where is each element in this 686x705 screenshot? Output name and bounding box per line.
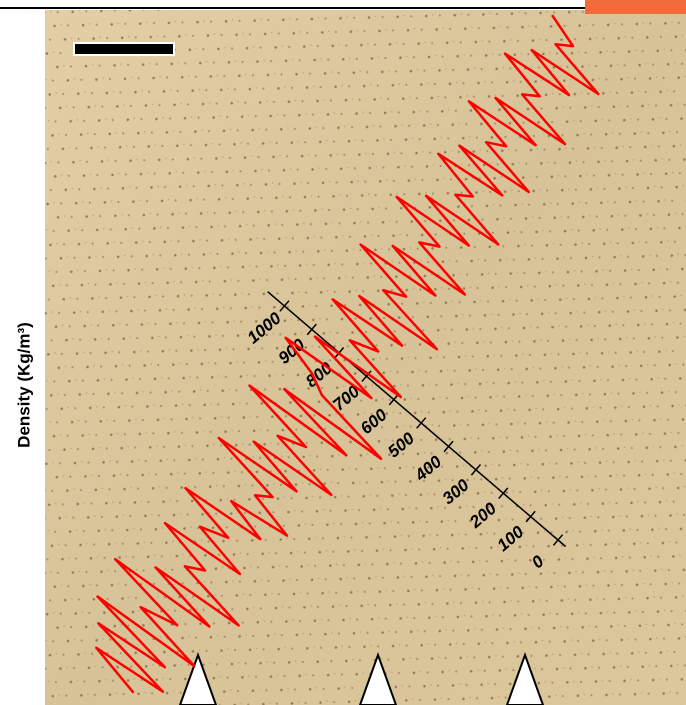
corner-tab xyxy=(585,0,686,14)
figure: Density (Kg/m³) 010020030040050060070080… xyxy=(0,0,686,705)
scale-bar xyxy=(74,43,174,55)
page: Density (Kg/m³) 010020030040050060070080… xyxy=(0,0,686,705)
y-axis-label: Density (Kg/m³) xyxy=(14,322,33,448)
